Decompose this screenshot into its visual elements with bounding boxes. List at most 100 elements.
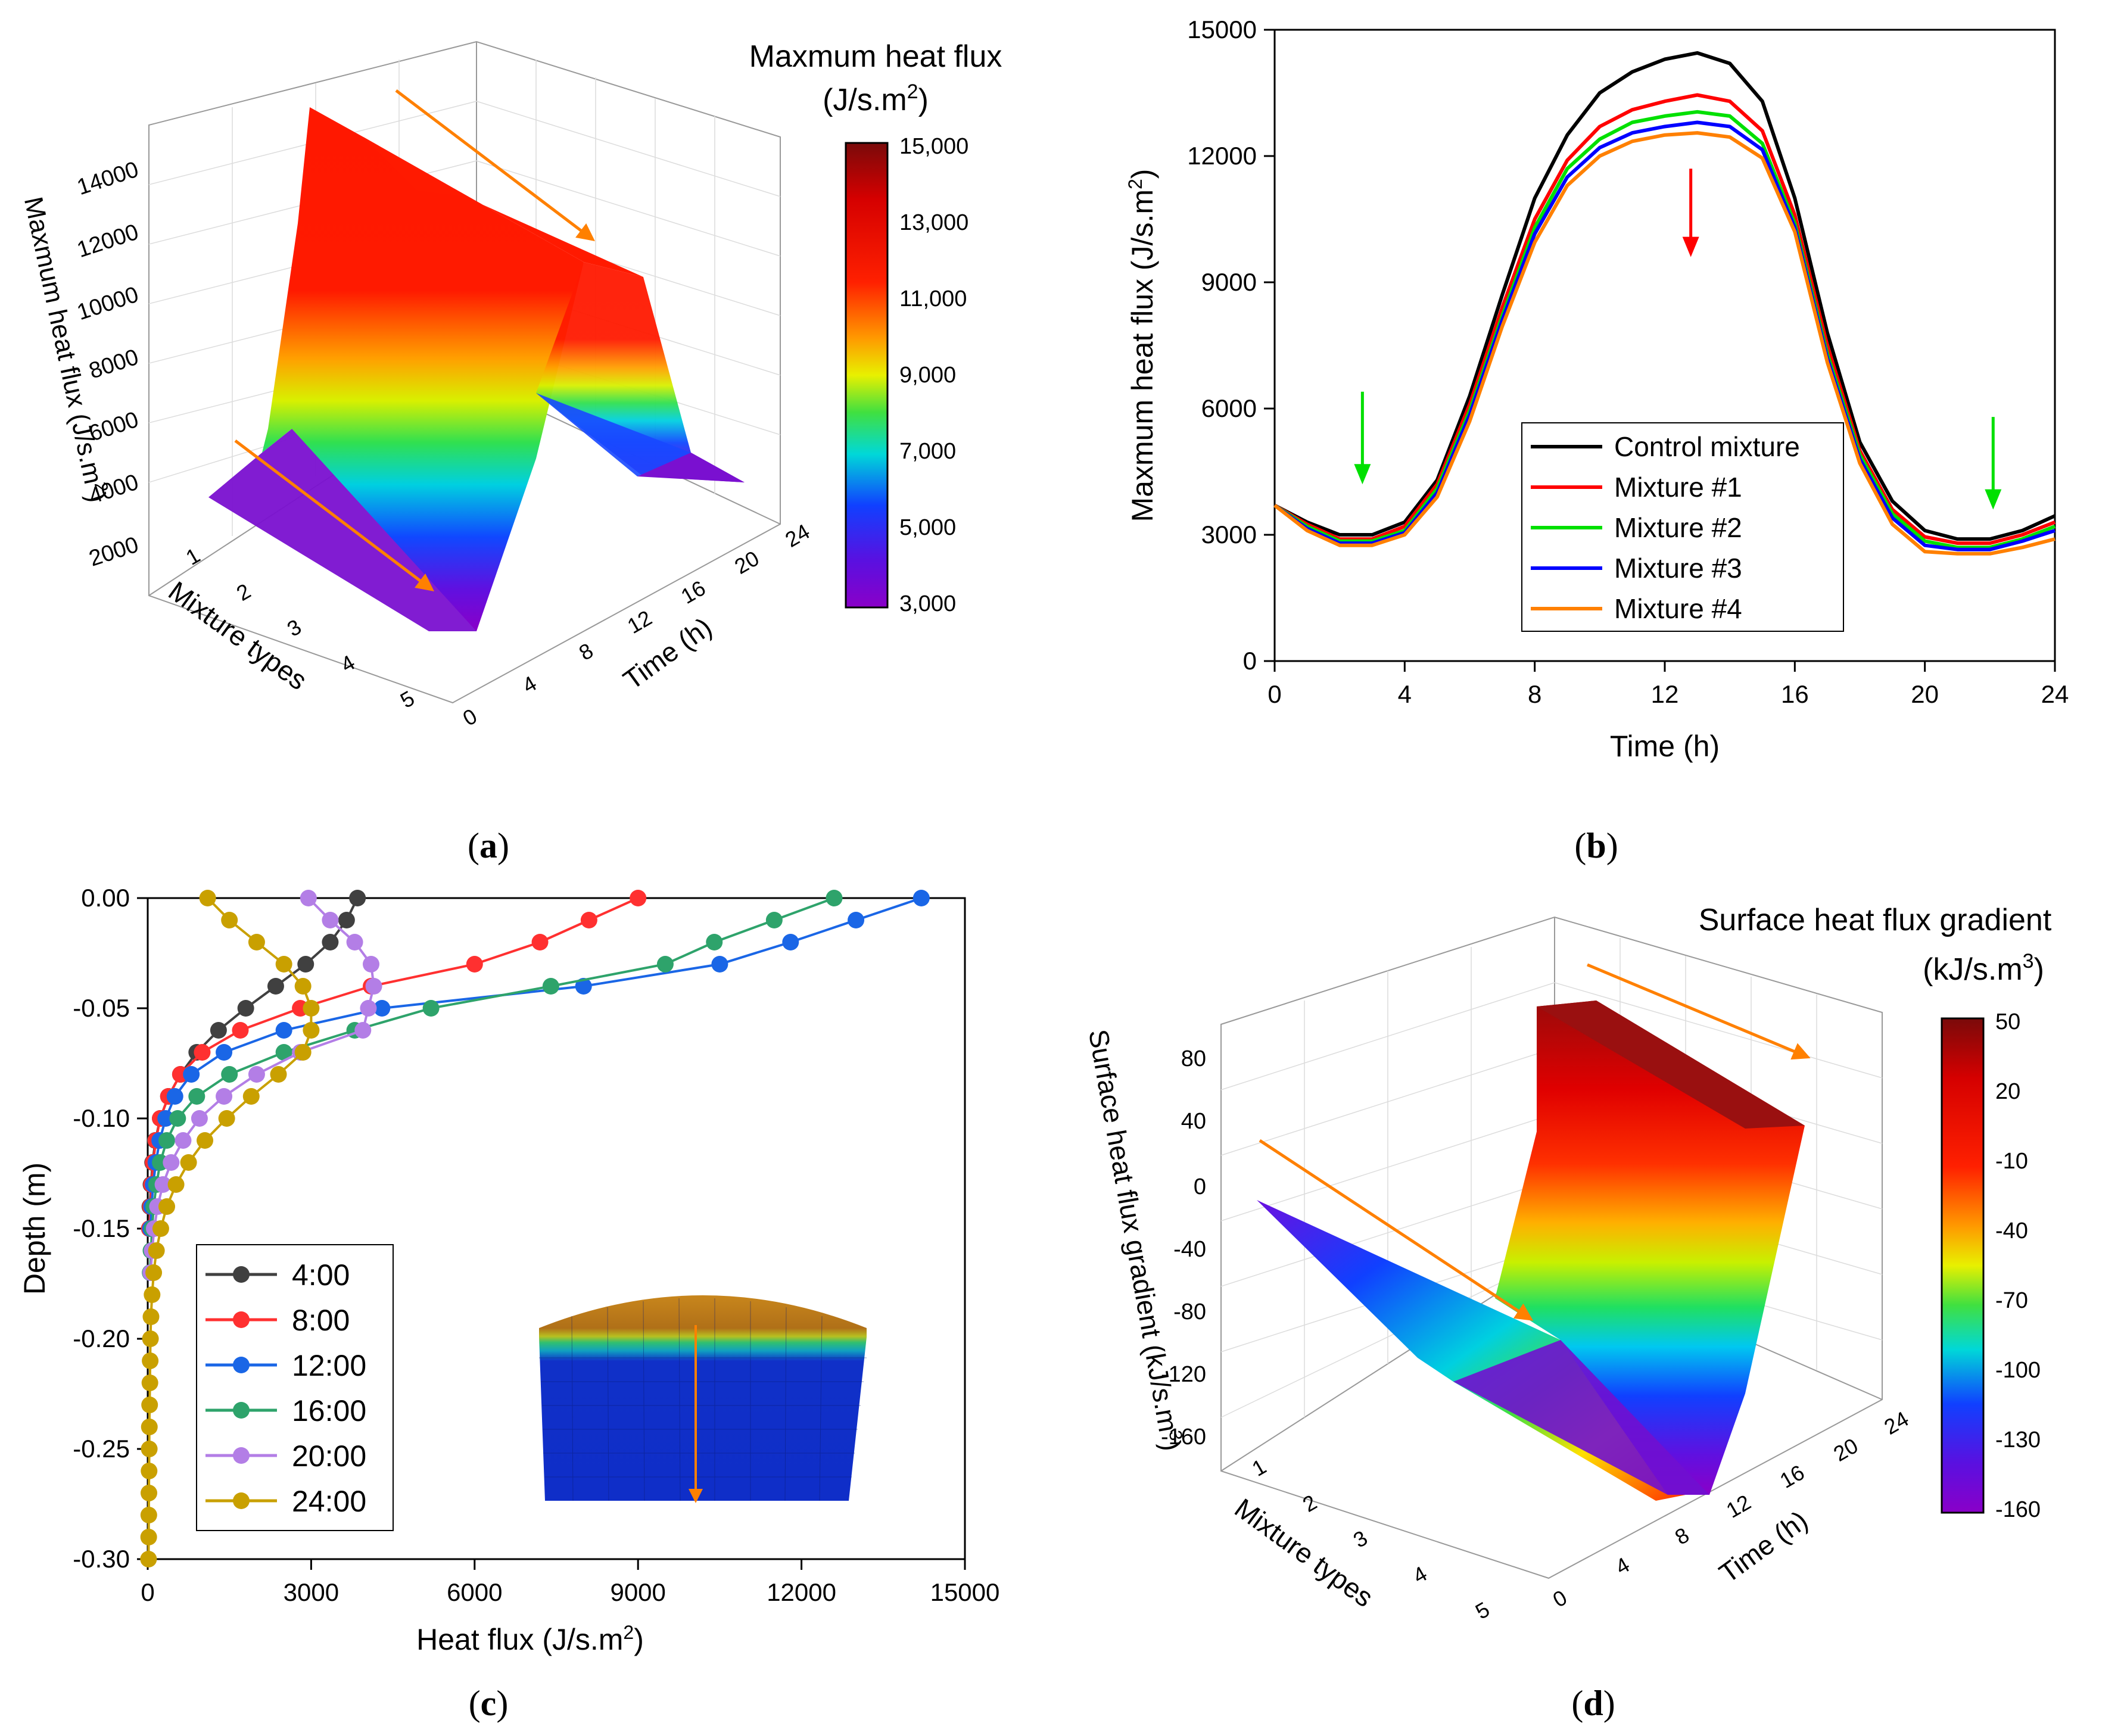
panel-c-data-point bbox=[183, 1066, 200, 1083]
panel-c-data-point bbox=[163, 1154, 180, 1171]
panel-b-legend-label: Control mixture bbox=[1614, 431, 1800, 462]
panel-c-data-point bbox=[237, 1000, 254, 1017]
panel-b-arrow-head bbox=[1682, 236, 1699, 257]
panel-c-data-point bbox=[275, 1022, 292, 1039]
panel-d-x-tick: 3 bbox=[1349, 1525, 1372, 1553]
panel-b-annotations bbox=[1354, 169, 2002, 510]
panel-c-data-point bbox=[140, 1529, 157, 1545]
panel-c-data-point bbox=[349, 890, 366, 906]
panel-c-legend-box bbox=[196, 1244, 394, 1531]
panel-d-z-axis-label: Surface heat flux gradient (kJ/s.m3) bbox=[1083, 1027, 1188, 1453]
panel-a-arrow-front bbox=[234, 440, 434, 592]
panel-b-x-tick-label: 8 bbox=[1528, 680, 1541, 708]
panel-a-y-tick: 16 bbox=[677, 575, 709, 609]
panel-c-data-point bbox=[575, 978, 592, 995]
panel-c-legend-label: 20:00 bbox=[292, 1439, 366, 1473]
panel-d-colorbar-tick: -160 bbox=[1995, 1497, 2041, 1522]
panel-c-data-point bbox=[656, 956, 674, 973]
panel-a-y-ticks: 0 4 8 12 16 20 24 bbox=[459, 519, 814, 731]
panel-d-arrow-front bbox=[1259, 1139, 1534, 1321]
panel-c-y-tick-label: 0.00 bbox=[81, 884, 130, 912]
panel-c-data-point bbox=[216, 1044, 233, 1061]
panel-d-x-axis-label: Mixture types bbox=[1229, 1492, 1379, 1613]
panel-c-data-point bbox=[912, 890, 930, 906]
panel-c-data-point bbox=[267, 978, 284, 995]
panel-c-legend-marker bbox=[233, 1357, 250, 1373]
panel-d-colorbar-tick: 20 bbox=[1995, 1079, 2020, 1104]
panel-b-series bbox=[1273, 51, 2056, 556]
panel-c-data-point bbox=[142, 1330, 159, 1347]
panel-c-data-point bbox=[221, 1066, 238, 1083]
panel-a-y-tick: 20 bbox=[730, 546, 763, 579]
panel-d-z-tick: 80 bbox=[1181, 1046, 1206, 1071]
panel-c-x-tick-label: 3000 bbox=[284, 1578, 339, 1606]
panel-b-y-tick-label: 0 bbox=[1243, 647, 1257, 675]
panel-b-line-chart: 0 4 8 12 16 20 24 0 3000 6000 9000 12000 15000 Time … bbox=[1125, 15, 2069, 865]
panel-b-legend: Control mixture Mixture #1 Mixture #2 Mixtu… bbox=[1521, 422, 1844, 632]
panel-d-colorbar bbox=[1941, 1017, 1985, 1514]
panel-a-x-tick: 1 bbox=[182, 543, 204, 570]
panel-c-data-point bbox=[158, 1198, 176, 1215]
panel-c-data-point bbox=[199, 890, 216, 906]
panel-b-series-line-2 bbox=[1273, 93, 2056, 546]
panel-c-data-point bbox=[141, 1419, 158, 1435]
panel-c-legend-marker bbox=[233, 1402, 250, 1419]
panel-a-caption: (a) bbox=[468, 826, 509, 865]
panel-d-caption: (d) bbox=[1571, 1684, 1615, 1723]
panel-c-data-point bbox=[531, 934, 549, 950]
panel-c-series-line-3 bbox=[149, 897, 922, 1229]
panel-d-z-tick: 40 bbox=[1181, 1109, 1206, 1134]
panel-b-series-line-5 bbox=[1273, 131, 2056, 556]
panel-d-colorbar-tick: -100 bbox=[1995, 1358, 2041, 1383]
panel-c-data-point bbox=[706, 934, 723, 950]
panel-d-arrow-back bbox=[1587, 963, 1811, 1060]
panel-c-data-point bbox=[140, 1551, 157, 1567]
panel-c-x-tick-label: 0 bbox=[141, 1578, 154, 1606]
panel-d-y-tick: 16 bbox=[1776, 1460, 1808, 1493]
panel-a-y-tick: 12 bbox=[623, 605, 656, 638]
panel-c-inset-mesh-block bbox=[539, 1295, 867, 1503]
panel-c-legend-marker bbox=[233, 1492, 250, 1509]
panel-a-surface bbox=[208, 107, 745, 631]
panel-c-data-point bbox=[354, 1022, 372, 1039]
panel-b-y-tick-label: 9000 bbox=[1201, 268, 1257, 296]
panel-b-y-tick-label: 3000 bbox=[1201, 521, 1257, 548]
panel-c-data-point bbox=[294, 1044, 312, 1061]
panel-c-depth-profiles: 0 3000 6000 9000 12000 15000 0.00 -0.05 -0.10 -0.… bbox=[18, 884, 999, 1723]
panel-d-colorbar-tick: 50 bbox=[1995, 1009, 2020, 1034]
panel-c-data-point bbox=[303, 1000, 320, 1017]
panel-c-data-point bbox=[303, 1022, 320, 1039]
panel-c-data-point bbox=[175, 1132, 192, 1149]
panel-c-data-point bbox=[167, 1176, 185, 1193]
panel-c-data-point bbox=[826, 890, 843, 906]
panel-c-series-line-4 bbox=[149, 897, 835, 1273]
panel-a-y-tick: 4 bbox=[518, 671, 541, 698]
panel-c-data-point bbox=[144, 1286, 161, 1303]
panel-a-x-tick: 3 bbox=[283, 614, 306, 641]
panel-b-legend-label: Mixture #2 bbox=[1614, 512, 1742, 543]
panel-d-colorbar-tick: -40 bbox=[1995, 1218, 2028, 1243]
panel-b-x-axis-label: Time (h) bbox=[1610, 730, 1720, 763]
panel-c-data-point bbox=[373, 1000, 391, 1017]
panel-d-colorbar-title: Surface heat flux gradient bbox=[1699, 903, 2052, 937]
panel-c-data-point bbox=[141, 1463, 158, 1479]
panel-a-z-tick: 10000 bbox=[74, 282, 141, 326]
panel-c-data-point bbox=[141, 1441, 158, 1457]
panel-b-x-tick-label: 0 bbox=[1267, 680, 1281, 708]
panel-c-data-point bbox=[145, 1264, 163, 1281]
panel-a-colorbar-tick: 15,000 bbox=[899, 134, 968, 159]
panel-c-data-point bbox=[141, 1397, 158, 1413]
panel-d-colorbar-ticks: 50 20 -10 -40 -70 -100 -130 -160 bbox=[1995, 1009, 2041, 1522]
panel-c-data-point bbox=[194, 1044, 211, 1061]
panel-c-data-point bbox=[297, 956, 314, 973]
panel-c-data-point bbox=[166, 1088, 183, 1105]
panel-c-legend-label: 12:00 bbox=[292, 1349, 366, 1382]
panel-c-x-axis-label: Heat flux (J/s.m2) bbox=[416, 1622, 644, 1656]
panel-b-arrow-head bbox=[1354, 464, 1371, 485]
panel-b-x-tick-label: 16 bbox=[1781, 680, 1809, 708]
panel-c-data-point bbox=[765, 912, 783, 928]
panel-c-data-point bbox=[218, 1110, 235, 1127]
panel-b-x-tick-label: 24 bbox=[2041, 680, 2069, 708]
panel-c-data-point bbox=[157, 1110, 175, 1127]
